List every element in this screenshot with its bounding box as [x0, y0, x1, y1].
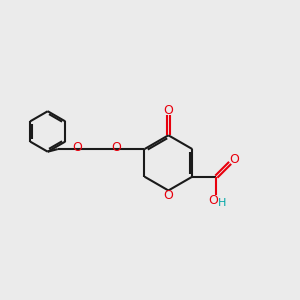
Text: O: O: [111, 141, 121, 154]
Text: O: O: [164, 104, 173, 117]
Text: O: O: [72, 141, 82, 154]
Text: O: O: [229, 153, 239, 167]
Text: O: O: [164, 189, 173, 202]
Text: O: O: [208, 194, 218, 207]
Text: H: H: [218, 198, 226, 208]
